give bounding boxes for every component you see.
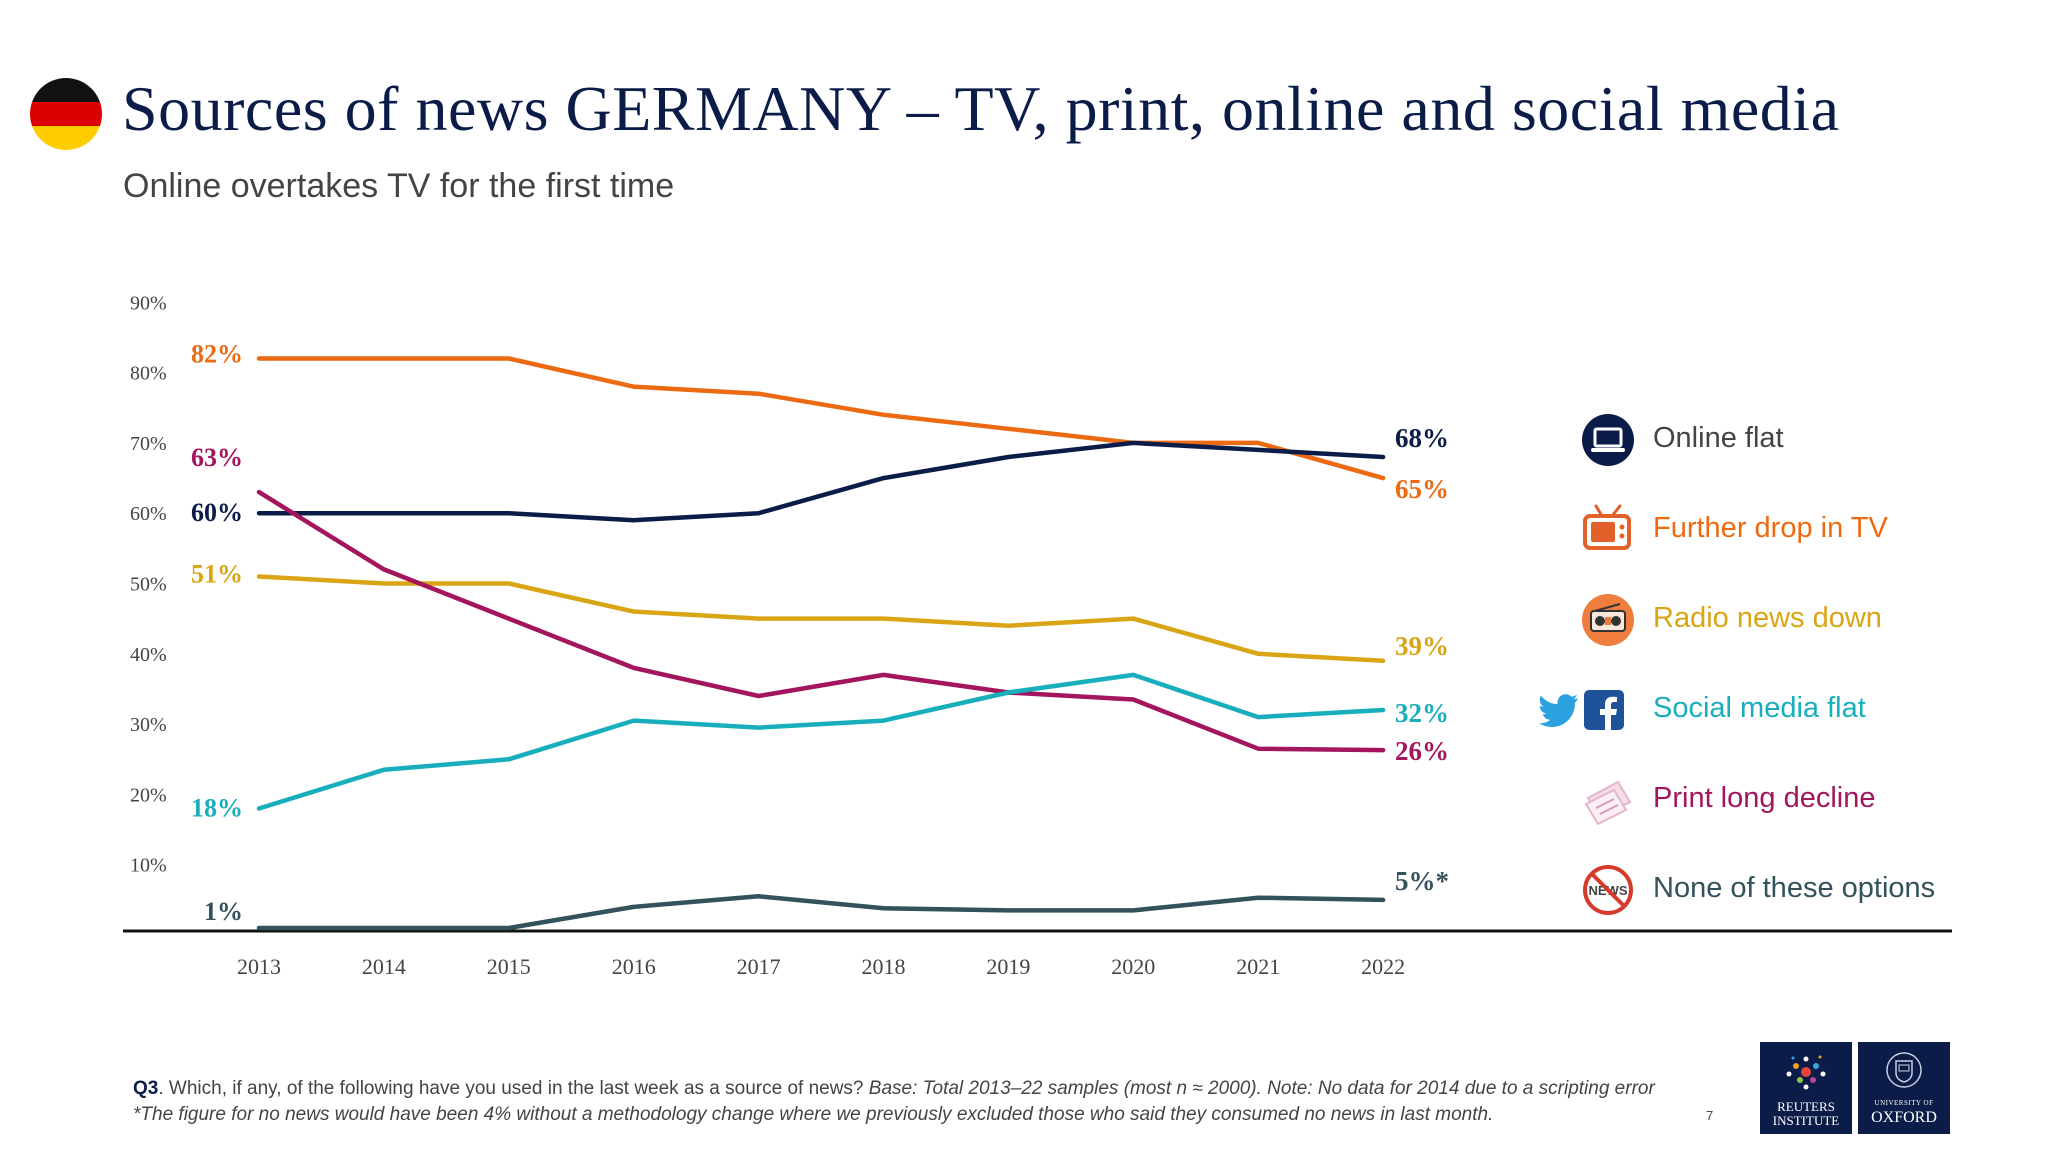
series-line-print [256,489,1386,753]
series-end-label: 68% [1395,423,1449,453]
legend-item-print: Print long decline [1580,772,2000,832]
x-tick-label: 2017 [737,954,781,979]
footnote-question-text: . Which, if any, of the following have y… [158,1078,869,1099]
y-tick-label: 40% [130,644,167,666]
legend-item-tv: Further drop in TV [1580,502,2000,562]
radio-icon [1582,594,1634,646]
series-start-label: 82% [191,340,243,369]
x-tick-label: 2020 [1111,954,1155,979]
oxford-big-text: OXFORD [1871,1109,1937,1126]
series-line-online [256,440,1386,523]
footnote-note: *The figure for no news would have been … [133,1104,1494,1125]
legend-item-social: Social media flat [1539,682,2000,742]
page-number: 7 [1706,1108,1714,1123]
x-tick-label: 2015 [487,954,531,979]
reuters-line2: INSTITUTE [1772,1113,1840,1128]
legend-item-none: NEWS None of these options [1580,862,2000,922]
legend-label: None of these options [1653,872,1936,904]
series-start-label: 60% [191,498,243,527]
series-line-social-media [256,672,1386,811]
oxford-university-logo: UNIVERSITY OF OXFORD [1858,1042,1950,1134]
footnote-base: Base: Total 2013–22 samples (most n ≈ 20… [868,1078,1655,1099]
series-line-tv [256,356,1386,481]
series-line-radio [256,574,1386,664]
oxford-crest-icon [1886,1052,1922,1088]
legend-label: Radio news down [1653,602,1882,634]
tv-icon [1583,504,1631,550]
x-tick-label: 2013 [237,954,281,979]
laptop-icon [1582,414,1634,466]
series-start-label: 51% [191,559,243,588]
oxford-small-text: UNIVERSITY OF [1874,1099,1934,1107]
series-end-label: 32% [1395,698,1449,728]
x-tick-label: 2018 [862,954,906,979]
reuters-logo-text: REUTERS INSTITUTE [1760,1100,1852,1128]
x-tick-label: 2014 [362,954,406,979]
series-lines [256,356,1386,931]
newspaper-icon [1584,780,1632,826]
legend-item-online: Online flat [1580,412,2000,472]
reuters-line1: REUTERS [1777,1099,1835,1114]
series-line-none-of-these-options [256,894,1386,931]
series-end-label: 26% [1395,736,1449,766]
y-tick-label: 70% [130,433,167,455]
x-tick-label: 2019 [986,954,1030,979]
x-tick-label: 2021 [1236,954,1280,979]
twitter-icon [1539,694,1578,727]
y-tick-label: 60% [130,503,167,525]
legend-label: Further drop in TV [1653,512,1888,544]
page-subtitle: Online overtakes TV for the first time [123,167,675,205]
series-labels: 82% 65% 60% 68% 51% 39% 63% 26% 18% 32% 1% 5%* [191,340,1449,926]
series-start-label: 18% [191,793,243,822]
y-tick-label: 20% [130,784,167,806]
legend-label: Social media flat [1653,692,1866,724]
footnote-q-label: Q3 [133,1078,159,1099]
series-end-label: 5%* [1395,866,1449,896]
no-news-icon: NEWS [1583,865,1633,915]
legend-label: Print long decline [1653,782,1876,814]
series-start-label: 63% [191,443,243,472]
y-axis-ticks: 10% 20% 30% 40% 50% 60% 70% 80% 90% [130,292,167,876]
page-title: Sources of news GERMANY – TV, print, onl… [122,73,1840,144]
footnote-question: Q3. Which, if any, of the following have… [133,1078,1655,1100]
facebook-icon [1584,690,1624,730]
y-tick-label: 30% [130,714,167,736]
y-tick-label: 50% [130,574,167,596]
y-tick-label: 10% [130,855,167,877]
series-end-label: 39% [1395,631,1449,661]
y-tick-label: 80% [130,363,167,385]
reuters-dots-icon [1786,1055,1826,1090]
legend-label: Online flat [1653,422,1784,454]
series-start-label: 1% [204,897,243,926]
x-tick-label: 2016 [612,954,656,979]
series-end-label: 65% [1395,474,1449,504]
x-axis-ticks: 2013 2014 2015 2016 2017 2018 2019 2020 2021 2022 [237,954,1405,979]
x-tick-label: 2022 [1361,954,1405,979]
reuters-institute-logo: REUTERS INSTITUTE [1760,1042,1852,1134]
y-tick-label: 90% [130,292,167,314]
legend-item-radio: Radio news down [1580,592,2000,652]
